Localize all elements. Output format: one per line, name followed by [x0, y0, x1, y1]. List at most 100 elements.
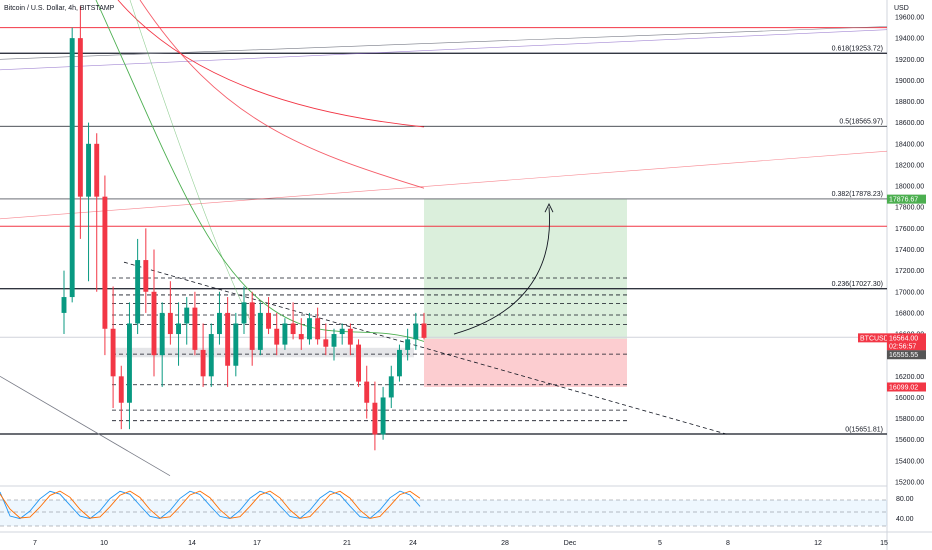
candle-body: [118, 376, 124, 403]
time-tick: 5: [658, 540, 662, 547]
candle-body: [307, 318, 312, 340]
candle-body: [331, 334, 337, 347]
candle-body: [266, 312, 271, 329]
time-tick: 21: [343, 540, 351, 547]
candle-body: [159, 312, 165, 356]
oscillator-k-line: [0, 490, 421, 520]
price-tick: 17800.00: [895, 205, 924, 212]
candle-body: [290, 323, 296, 335]
candle-body: [298, 334, 304, 340]
price-tag-label: 16555.55: [889, 352, 918, 359]
price-tick: 15400.00: [895, 458, 924, 465]
projection-arrow: [453, 207, 550, 335]
price-tag-bg: [887, 350, 926, 360]
price-tag-bg: [887, 341, 926, 351]
moving-average-slow: [117, 0, 425, 128]
candle-body: [233, 323, 239, 366]
time-tick: 8: [726, 540, 730, 547]
fib-label: 0(15651.81): [845, 426, 883, 433]
candle-body: [274, 328, 280, 345]
price-tick: 18000.00: [895, 184, 924, 191]
candle-body: [364, 381, 370, 403]
price-tag-label: BTCUSD: [860, 335, 889, 342]
target-zone: [424, 199, 627, 339]
candle-body: [380, 397, 386, 435]
candle-body: [143, 260, 149, 292]
candle-body: [225, 312, 231, 366]
channel-line: [0, 150, 888, 220]
price-tag-label: 17876.67: [889, 197, 918, 204]
candle-body: [421, 323, 427, 338]
price-tag-label: 16564.00: [889, 335, 918, 342]
time-tick: Dec: [564, 540, 577, 547]
price-tick: 18800.00: [895, 99, 924, 106]
time-tick: 28: [501, 540, 509, 547]
price-tick: 16000.00: [895, 395, 924, 402]
candle-body: [372, 402, 378, 435]
candle-body: [86, 143, 91, 197]
candles: [61, 6, 427, 451]
price-tick: 19400.00: [895, 36, 924, 43]
price-tag-bg: [858, 333, 887, 343]
candle-body: [405, 339, 411, 350]
fib-label: 0.618(19253.72): [832, 46, 883, 53]
trend-line: [0, 375, 171, 477]
candle-body: [69, 38, 75, 298]
candle-body: [282, 323, 288, 345]
fib-label: 0.382(17878.23): [832, 191, 883, 198]
price-tick: 17200.00: [895, 268, 924, 275]
oscillator-tick: 40.00: [896, 516, 914, 523]
candle-body: [102, 196, 108, 329]
candle-body: [184, 307, 190, 324]
moving-average-mid: [139, 0, 425, 189]
price-tick: 18400.00: [895, 141, 924, 148]
price-tick: 17600.00: [895, 226, 924, 233]
arrow-head-icon: [544, 203, 554, 213]
candle-body: [257, 312, 263, 350]
price-tag-label: 16099.02: [889, 384, 918, 391]
time-axis: 7 10 14 17 21 24 28 Dec 5 8 12 15: [33, 540, 888, 547]
candle-body: [208, 334, 214, 377]
moving-average-extra: [129, 0, 251, 321]
candle-body: [151, 291, 157, 356]
candle-body: [388, 376, 394, 398]
stop-zone: [424, 338, 627, 387]
price-tag-bg: [887, 382, 926, 392]
price-tick: 18600.00: [895, 120, 924, 127]
candle-body: [127, 323, 132, 403]
candle-body: [192, 307, 198, 350]
candle-body: [200, 349, 206, 377]
oscillator-pane: 80.00 40.00: [0, 490, 914, 527]
price-tick: 16200.00: [895, 374, 924, 381]
candle-body: [356, 344, 361, 382]
oscillator-d-line: [0, 490, 421, 519]
candle-body: [347, 328, 353, 345]
candle-body: [94, 143, 100, 197]
candle-body: [413, 323, 419, 340]
moving-average-fast: [95, 0, 425, 342]
candle-body: [241, 302, 247, 324]
time-tick: 7: [33, 540, 37, 547]
time-tick: 24: [409, 540, 417, 547]
time-tick: 10: [100, 540, 108, 547]
oscillator-tick: 80.00: [896, 496, 914, 503]
price-tag-bg: [887, 194, 926, 204]
candle-body: [339, 328, 345, 335]
candle-body: [110, 328, 116, 377]
chart-title: Bitcoin / U.S. Dollar, 4h, BITSTAMP: [4, 5, 115, 12]
time-tick: 14: [188, 540, 196, 547]
price-tick: 18200.00: [895, 162, 924, 169]
currency-label: USD: [894, 5, 909, 12]
price-tag-label: 02:56:57: [889, 343, 916, 350]
candle-body: [249, 302, 255, 350]
fib-label: 0.236(17027.30): [832, 281, 883, 288]
candle-body: [315, 318, 321, 340]
candle-body: [77, 38, 83, 197]
candle-body: [323, 339, 329, 347]
candle-body: [135, 260, 141, 324]
drawing-lines: 0.618(19253.72) 0.5(18565.97) 0.382(17878.…: [0, 0, 888, 477]
position-zones: [114, 199, 627, 387]
price-tick: 19000.00: [895, 78, 924, 85]
